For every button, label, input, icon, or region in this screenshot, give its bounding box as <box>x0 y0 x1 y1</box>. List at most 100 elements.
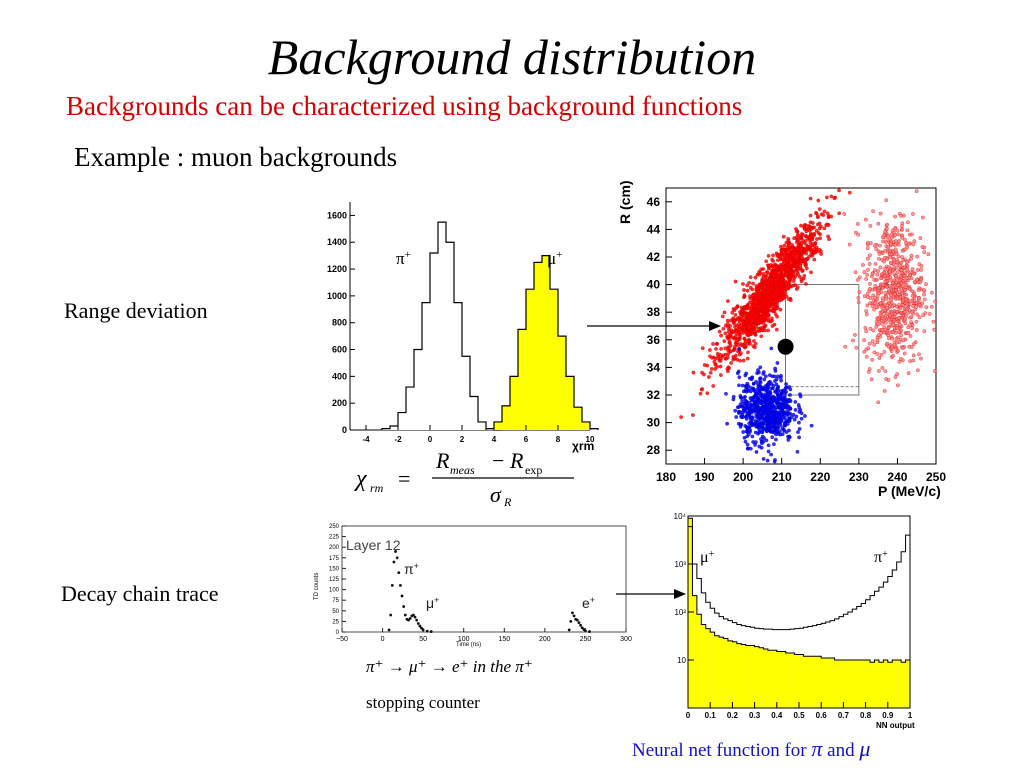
scatter-point <box>874 325 879 329</box>
scatter-point <box>745 356 750 361</box>
scatter-point <box>862 294 867 299</box>
scatter-point <box>762 328 767 333</box>
scatter-point <box>827 237 831 241</box>
scatter-point <box>770 301 775 306</box>
scatter-point <box>728 343 733 348</box>
scatter-point <box>790 243 795 247</box>
scatter-point <box>777 420 781 424</box>
trace-point <box>402 605 406 608</box>
scatter-point <box>792 417 797 422</box>
scatter-point <box>767 303 772 308</box>
scatter-point <box>909 256 913 261</box>
scatter-point <box>795 260 800 264</box>
scatter-point <box>770 285 775 290</box>
trace-point <box>413 615 417 619</box>
formula-equals: = <box>398 466 410 491</box>
scatter-point <box>803 414 807 418</box>
scatter-point <box>746 350 750 355</box>
nn-bin <box>861 660 866 708</box>
scatter-point <box>874 247 879 251</box>
scatter-point <box>795 449 800 454</box>
scatter-point <box>784 282 789 287</box>
scatter-point <box>877 356 882 360</box>
x-axis-label: Time (ns) <box>456 642 481 648</box>
scatter-point <box>837 188 841 193</box>
scatter-point <box>788 274 792 279</box>
scatter-point <box>862 338 866 342</box>
scatter-point <box>818 236 822 241</box>
scatter-point <box>886 325 891 330</box>
scatter-point <box>772 442 776 447</box>
scatter-point <box>787 252 791 257</box>
scatter-point <box>759 437 763 441</box>
scatter-point <box>868 301 872 305</box>
scatter-point <box>898 357 903 361</box>
scatter-point <box>914 189 919 193</box>
scatter-point <box>764 404 768 409</box>
scatter-point <box>895 228 900 233</box>
scatter-point <box>905 267 909 272</box>
scatter-point <box>777 413 782 418</box>
scatter-point <box>766 254 771 258</box>
scatter-point <box>889 309 894 314</box>
scatter-point <box>734 331 739 336</box>
scatter-point <box>881 239 885 244</box>
scatter-point <box>872 243 877 248</box>
scatter-point <box>769 452 773 457</box>
scatter-point <box>932 369 937 373</box>
histogram-bin <box>542 255 550 430</box>
x-tick-label: 240 <box>887 470 907 484</box>
scatter-point <box>786 236 791 241</box>
decay-chain-label: Decay chain trace <box>61 581 219 606</box>
scatter-point <box>757 444 762 449</box>
trace-point <box>572 614 576 618</box>
scatter-point <box>868 224 873 228</box>
scatter-point <box>847 190 852 195</box>
scatter-point <box>783 265 787 270</box>
histogram-bin <box>454 302 462 430</box>
scatter-point <box>742 295 746 300</box>
scatter-point <box>889 297 894 302</box>
scatter-point <box>842 212 847 216</box>
y-tick-label: 34 <box>647 360 661 374</box>
scatter-point <box>908 359 912 364</box>
nn-bin <box>887 662 893 708</box>
scatter-point <box>761 457 766 461</box>
y-tick-label: 75 <box>332 598 339 604</box>
scatter-point <box>779 244 783 249</box>
scatter-point <box>894 274 898 279</box>
scatter-point <box>867 287 872 291</box>
scatter-point <box>757 388 762 393</box>
scatter-point <box>908 323 912 328</box>
scatter-point <box>808 213 813 218</box>
scatter-point <box>776 386 780 390</box>
scatter-point <box>873 295 877 300</box>
scatter-point <box>911 212 915 216</box>
scatter-point <box>787 241 792 245</box>
scatter-point <box>691 370 696 375</box>
scatter-point <box>760 396 765 400</box>
scatter-point <box>804 248 808 252</box>
scatter-point <box>876 221 881 226</box>
scatter-point <box>897 278 902 283</box>
nn-caption-pi: π <box>811 736 823 761</box>
nn-caption-and: and <box>827 740 855 761</box>
scatter-point <box>862 270 867 274</box>
scatter-point <box>764 314 769 319</box>
scatter-point <box>904 260 909 265</box>
histogram-bin <box>494 421 502 430</box>
scatter-point <box>754 325 759 329</box>
scatter-point <box>745 442 750 447</box>
scatter-point <box>897 340 902 344</box>
scatter-point <box>884 285 889 289</box>
scatter-point <box>896 383 900 388</box>
y-tick-label: 100 <box>329 588 340 594</box>
scatter-point <box>772 411 777 416</box>
scatter-point <box>750 398 755 403</box>
scatter-point <box>856 300 861 305</box>
scatter-point <box>914 301 919 305</box>
plot-frame <box>341 525 627 633</box>
scatter-point <box>897 302 902 307</box>
y-tick-label: 36 <box>647 333 661 347</box>
scatter-point <box>896 283 900 288</box>
